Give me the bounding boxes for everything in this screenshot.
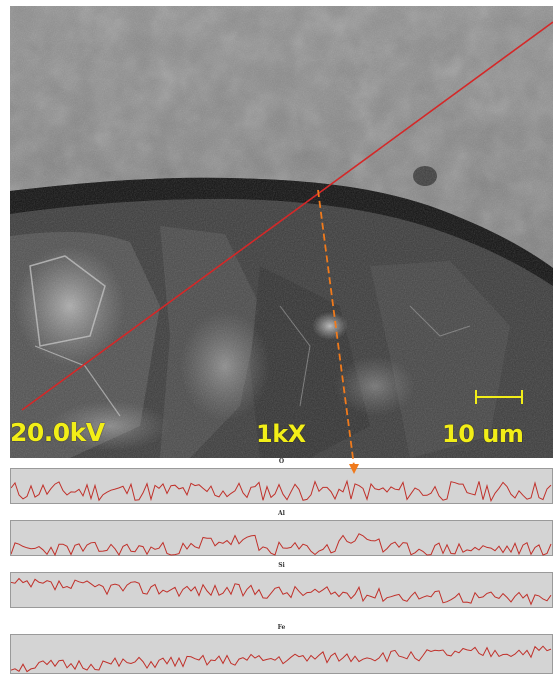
- sem-micrograph: 20.0kV 1kX 10 um: [10, 6, 553, 458]
- profile-trace-fe: [11, 645, 552, 673]
- profile-title-si: Si: [278, 562, 285, 569]
- trace-line: [11, 533, 552, 557]
- profile-panel-si: [10, 572, 553, 608]
- profile-trace-si: [11, 577, 552, 606]
- line-scan-profiles: O Al Si Fe: [10, 458, 553, 674]
- micrograph-image: [10, 6, 553, 458]
- profile-panel-fe: [10, 634, 553, 674]
- trace-line: [11, 479, 552, 503]
- profile-title-fe: Fe: [277, 624, 286, 631]
- profile-trace-al: [11, 533, 552, 557]
- magnification-label: 1kX: [256, 420, 306, 448]
- trace-line: [11, 577, 552, 606]
- profile-title-al: Al: [278, 510, 285, 517]
- scale-bar-label: 10 um: [442, 420, 524, 448]
- profile-title-o: O: [278, 458, 285, 465]
- profile-panel-o: [10, 468, 553, 504]
- trace-line: [11, 645, 552, 673]
- profile-panel-al: [10, 520, 553, 557]
- voltage-label: 20.0kV: [10, 418, 105, 447]
- profile-trace-o: [11, 479, 552, 503]
- scale-bar: [475, 390, 523, 404]
